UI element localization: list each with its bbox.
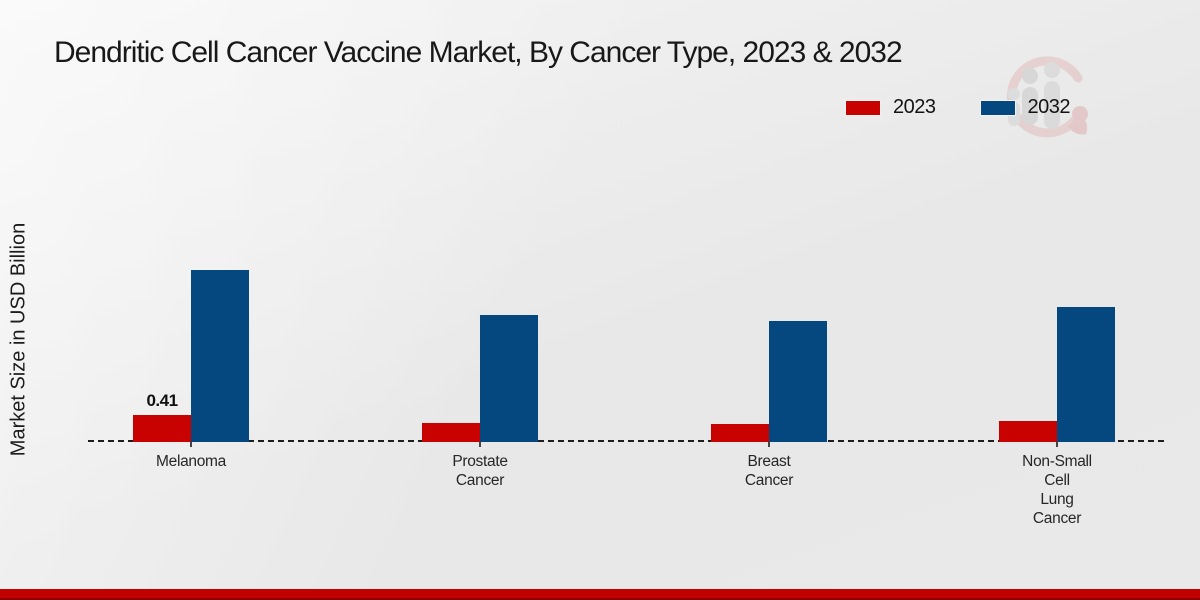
x-axis-tick (190, 442, 192, 447)
bar-2032-melanoma (191, 270, 249, 442)
legend-swatch-2023 (845, 99, 881, 116)
legend-item-2023: 2023 (845, 96, 936, 119)
bar-2023-melanoma (133, 415, 191, 442)
category-label-melanoma: Melanoma (156, 453, 226, 470)
category-label-prostate: Prostate Cancer (452, 453, 508, 489)
legend-item-2032: 2032 (979, 96, 1071, 119)
category-label-breast: Breast Cancer (744, 453, 794, 489)
bar-value-label: 0.41 (146, 391, 178, 410)
bar-2032-prostate (480, 315, 538, 442)
bar-2023-non-small (999, 421, 1057, 442)
legend-label: 2023 (893, 96, 936, 118)
legend-label: 2032 (1027, 96, 1071, 118)
bar-2032-breast (769, 321, 827, 442)
footer-accent-band (0, 589, 1200, 600)
category-label-non-small: Non-Small Cell Lung Cancer (1022, 453, 1092, 527)
legend: 2023 2032 (845, 96, 1070, 119)
x-axis-tick (1056, 442, 1058, 447)
x-axis-baseline (88, 440, 1164, 442)
bar-2023-breast (711, 424, 769, 442)
x-axis-tick (479, 442, 481, 447)
bar-2032-non-small (1057, 307, 1115, 442)
legend-swatch-2032 (979, 99, 1016, 116)
bar-2023-prostate (422, 423, 480, 442)
chart-title: Dendritic Cell Cancer Vaccine Market, By… (54, 36, 903, 69)
x-axis-tick (768, 442, 770, 447)
